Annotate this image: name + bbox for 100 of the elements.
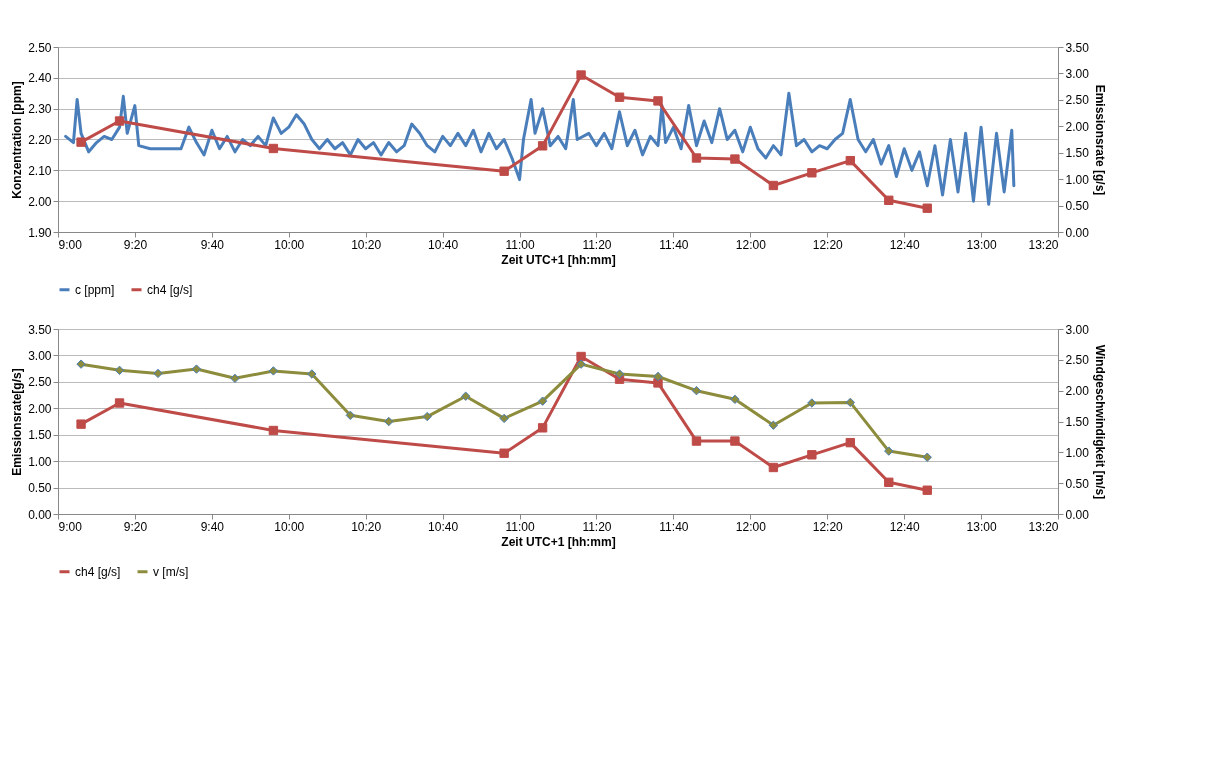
y2-tick-label: 2.00 (1065, 119, 1090, 134)
x-tick-label: 11:20 (582, 519, 612, 534)
point (845, 397, 855, 408)
point (691, 153, 702, 163)
point (191, 364, 202, 374)
point (730, 436, 740, 446)
point (884, 446, 894, 456)
y2-tick-label: 3.00 (1065, 322, 1090, 337)
x-tick-label: 12:20 (812, 519, 844, 534)
y2-tick-label: 1.50 (1065, 415, 1090, 429)
x-tick-label: 11:00 (505, 237, 535, 252)
point (114, 116, 125, 126)
y-tick-label: 2.00 (28, 401, 52, 416)
x-tick-label: 11:00 (505, 519, 535, 534)
point (691, 385, 702, 396)
point (268, 366, 279, 376)
y-tick-label: 0.50 (28, 481, 52, 496)
y-tick-label: 2.10 (28, 163, 52, 178)
point (922, 452, 932, 462)
y-tick-label: 1.00 (28, 454, 52, 469)
point (807, 168, 817, 178)
y2-tick-label: 0.50 (1065, 476, 1090, 491)
x-tick-label: 12:00 (735, 519, 767, 534)
x-tick-label: 9:40 (200, 519, 225, 534)
point (653, 96, 663, 106)
point (845, 155, 855, 166)
x-tick-label: 10:20 (351, 237, 382, 252)
x-tick-label: 9:20 (123, 519, 148, 534)
x-tick-label: 12:00 (735, 237, 767, 252)
x-tick-label: 11:40 (659, 237, 689, 252)
point (884, 477, 894, 487)
y-tick-label: 0.00 (28, 507, 52, 522)
y2-tick-label: 3.50 (1065, 40, 1090, 55)
point (537, 396, 548, 406)
y2-tick-label: 1.50 (1065, 146, 1090, 161)
point (845, 437, 855, 448)
y-tick-label: 3.50 (28, 322, 52, 337)
legend-label: c [ppm] (75, 282, 115, 297)
point (922, 485, 932, 495)
x-tick-label: 10:40 (428, 237, 459, 252)
point (730, 394, 740, 404)
x-tick-label: 11:20 (582, 237, 612, 252)
point (653, 371, 663, 382)
y-tick-label: 1.90 (28, 225, 52, 240)
x-axis-title: Zeit UTC+1 [hh:mm] (501, 252, 616, 267)
point (76, 359, 86, 369)
x-tick-label: 9:00 (58, 237, 83, 252)
y2-tick-label: 0.00 (1065, 507, 1090, 522)
point (614, 92, 625, 102)
legend-label: ch4 [g/s] (147, 282, 193, 297)
point (461, 391, 471, 401)
x-tick-label: 13:00 (966, 237, 997, 252)
x-tick-label: 12:40 (889, 237, 921, 252)
y2-tick-label: 2.50 (1065, 353, 1090, 368)
point (499, 448, 509, 458)
y2-axis-title: Windgeschwindigkeit [m/s] (1092, 344, 1107, 500)
y-tick-label: 2.30 (28, 102, 52, 117)
point (576, 359, 586, 369)
line-series (64, 91, 1016, 206)
x-tick-label: 13:00 (966, 519, 997, 534)
x-tick-label: 13:20 (1028, 519, 1059, 534)
y2-tick-label: 1.00 (1065, 172, 1090, 187)
point (268, 425, 279, 436)
point (345, 410, 355, 421)
y-tick-label: 2.20 (28, 133, 52, 147)
x-tick-label: 10:20 (351, 519, 382, 534)
y2-tick-label: 0.00 (1065, 225, 1090, 240)
point (768, 420, 779, 430)
point (499, 413, 509, 424)
point (614, 369, 625, 379)
y2-tick-label: 0.50 (1065, 199, 1090, 214)
y-tick-label: 2.40 (28, 71, 52, 86)
point (307, 369, 317, 379)
y-tick-label: 2.50 (28, 40, 52, 55)
point (114, 365, 125, 375)
point (576, 70, 586, 80)
x-tick-label: 10:00 (274, 519, 305, 534)
point (768, 180, 779, 191)
x-tick-label: 10:40 (428, 519, 459, 534)
y-tick-label: 2.50 (28, 375, 52, 390)
y2-axis-title: Emissionsrate [g/s] (1092, 84, 1107, 196)
y2-tick-label: 2.50 (1065, 93, 1090, 108)
point (653, 378, 663, 388)
point (230, 373, 240, 384)
point (884, 195, 894, 205)
legend-label: ch4 [g/s] (75, 564, 121, 579)
point (922, 203, 932, 213)
y-tick-label: 2.00 (28, 194, 52, 209)
point (422, 411, 432, 422)
point (576, 351, 586, 362)
x-tick-label: 10:00 (274, 237, 305, 252)
y-tick-label: 3.00 (28, 348, 52, 363)
x-tick-label: 9:00 (58, 519, 83, 534)
point (114, 398, 125, 408)
point (730, 154, 740, 164)
point (499, 166, 509, 176)
point (76, 137, 86, 147)
y-axis-title: Konzentration [ppm] (10, 81, 25, 199)
x-tick-label: 13:20 (1028, 237, 1059, 252)
x-axis-title: Zeit UTC+1 [hh:mm] (501, 534, 616, 549)
